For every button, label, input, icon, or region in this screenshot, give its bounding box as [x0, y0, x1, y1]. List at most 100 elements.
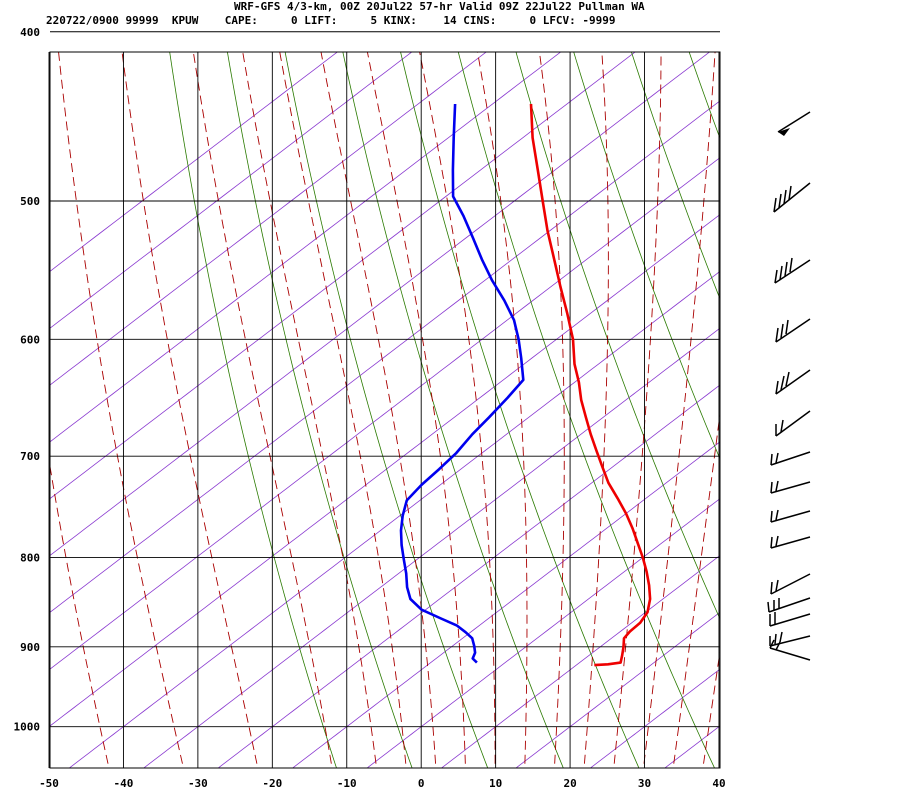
wind-barb-tick — [773, 197, 777, 213]
wind-barb-tick — [767, 601, 770, 613]
dry-adiabat-line — [457, 52, 715, 768]
wind-barb — [774, 257, 811, 284]
wind-barb — [773, 182, 811, 213]
axes: -50 -40 -30 -20 -10 0 10 20 30 40 400 500 600 700 800 9… — [14, 26, 726, 790]
wind-barb-tick — [775, 535, 779, 547]
x-tick-label: 20 — [563, 777, 576, 790]
wind-barb — [769, 631, 811, 647]
moist-adiabat-line — [419, 52, 496, 764]
wind-barb — [775, 410, 811, 437]
wind-barb-tick — [780, 323, 784, 339]
skew-isotherm-line — [50, 52, 636, 500]
pressure-tick-label: 400 — [20, 26, 40, 39]
skew-isotherm-line — [366, 498, 720, 768]
wind-barb — [767, 597, 811, 613]
dry-adiabat-line — [786, 3, 900, 771]
model-run-title: WRF-GFS 4/3-km, 00Z 20Jul22 57-hr Valid … — [234, 0, 645, 13]
wind-barb-tick — [775, 509, 779, 521]
wind-barb-tick — [779, 631, 783, 643]
skew-isotherm-line — [217, 384, 720, 768]
dry-adiabat-line — [729, 3, 900, 771]
background-lines — [50, 3, 900, 771]
wind-barb-staff — [770, 451, 811, 466]
skew-isotherm-line — [50, 52, 711, 556]
moist-adiabat-line — [242, 52, 377, 764]
moist-adiabat-line — [583, 52, 609, 764]
wind-barb-staff — [770, 536, 811, 549]
wind-barb-tick — [779, 265, 783, 281]
moist-adiabat-line — [643, 52, 716, 764]
wind-barb-tick — [770, 510, 773, 523]
wind-barb — [777, 111, 811, 136]
skew-isotherm-line — [589, 668, 720, 768]
skew-isotherm-line — [50, 52, 338, 272]
dry-adiabat-line — [400, 52, 640, 768]
wind-barb-tick — [770, 453, 773, 466]
moist-adiabat-line — [121, 52, 258, 764]
skew-isotherm-line — [50, 100, 720, 613]
wind-barb-staff — [775, 318, 811, 343]
x-tick-label: 30 — [638, 777, 651, 790]
skew-isotherm-line — [515, 611, 720, 768]
wind-barb-pennant — [778, 128, 790, 136]
wind-barb-tick — [770, 481, 773, 494]
wind-barb — [770, 451, 811, 466]
dry-adiabat-line — [284, 52, 489, 768]
moist-adiabat-line — [366, 52, 466, 764]
x-tick-label: -20 — [262, 777, 282, 790]
pressure-tick-label: 1000 — [14, 721, 41, 734]
wind-barb-tick — [789, 257, 793, 273]
skew-isotherm-line — [50, 52, 413, 329]
skew-isotherm-line — [50, 213, 720, 727]
wind-barb-staff — [775, 410, 811, 437]
station-indices-line: 220722/0900 99999 KPUW CAPE: 0 LIFT: 5 K… — [46, 14, 616, 27]
wind-barb — [775, 369, 811, 395]
x-tick-label: -30 — [188, 777, 208, 790]
wind-barb-tick — [774, 269, 778, 284]
wind-barb-tick — [775, 327, 779, 343]
wind-barb-tick — [780, 419, 784, 433]
wind-barb-tick — [788, 185, 792, 201]
skew-isotherm-line — [50, 157, 720, 670]
wind-barb — [769, 612, 811, 627]
skew-isotherm-line — [143, 327, 720, 768]
pressure-tick-label: 700 — [20, 450, 40, 463]
moist-adiabat-line — [673, 410, 720, 764]
moist-adiabat-line — [192, 52, 332, 764]
dry-adiabat-line — [631, 52, 720, 300]
pressure-tick-label: 800 — [20, 551, 40, 564]
wind-barb — [770, 480, 811, 494]
plot-frame — [49, 51, 721, 769]
pressure-tick-label: 900 — [20, 641, 40, 654]
wind-barb-staff — [770, 573, 811, 595]
wind-barbs — [767, 111, 811, 661]
wind-barb — [770, 573, 811, 595]
wind-barb-tick — [775, 452, 779, 464]
moist-adiabat-line — [538, 52, 565, 764]
skew-isotherm-line — [291, 441, 720, 768]
dewpoint-trace — [399, 103, 525, 664]
wind-barb-tick — [769, 639, 775, 649]
wind-barb-tick — [778, 193, 782, 209]
moist-adiabat-line — [477, 52, 528, 764]
pressure-tick-label: 500 — [20, 195, 40, 208]
wind-barb-staff — [770, 481, 811, 494]
wind-barb-staff — [777, 111, 811, 133]
skew-isotherm-line — [50, 52, 562, 443]
dry-adiabat-line — [842, 3, 900, 771]
sounding-traces — [399, 103, 652, 667]
x-tick-label: 40 — [712, 777, 725, 790]
x-tick-label: -10 — [337, 777, 357, 790]
wind-barb-tick — [785, 319, 789, 335]
moist-adiabat-line — [320, 52, 437, 764]
wind-barb-tick — [775, 480, 779, 492]
wind-barb-tick — [775, 579, 779, 592]
x-tick-label: 0 — [418, 777, 425, 790]
wind-barb-tick — [770, 581, 773, 595]
wind-barb — [769, 639, 811, 661]
x-tick-label: 10 — [489, 777, 502, 790]
pressure-tick-label: 600 — [20, 333, 40, 346]
wind-barb-tick — [774, 633, 777, 645]
dry-adiabat-line — [226, 52, 413, 768]
